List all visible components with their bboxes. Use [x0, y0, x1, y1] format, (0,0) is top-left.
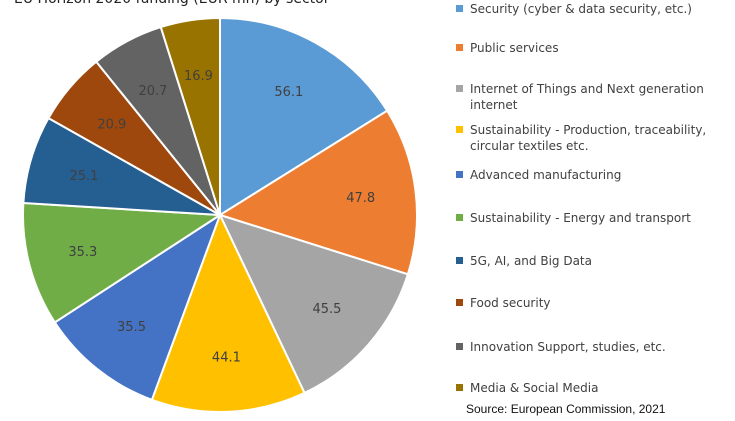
- legend-label-food-security: Food security: [470, 296, 551, 310]
- legend-item-advanced-manufacturing: Advanced manufacturing: [456, 167, 735, 183]
- pie-slice-internet-of-things-and-next-generation-internet: [218, 213, 410, 395]
- data-label-sustainability-production-traceability-circular-textiles-etc: 44.1: [212, 351, 241, 366]
- legend-label-innovation-support-studies-etc: Innovation Support, studies, etc.: [470, 340, 666, 354]
- legend-label-sustainability-energy-and-transport: Sustainability - Energy and transport: [470, 211, 691, 225]
- pie-slice-advanced-manufacturing: [53, 212, 222, 402]
- source-note: Source: European Commission, 2021: [466, 402, 666, 416]
- legend-item-security-cyber-data-security-etc: Security (cyber & data security, etc.): [456, 1, 735, 17]
- pie-slice-security-cyber-data-security-etc: [219, 16, 389, 217]
- legend-label-sustainability-production-traceability-circular-textiles-etc: Sustainability - Production, traceabilit…: [470, 123, 707, 137]
- data-label-food-security: 20.9: [97, 117, 126, 132]
- pie-slice-sustainability-production-traceability-circular-textiles-etc: [150, 212, 306, 413]
- chart-title: EU Horizon 2020 funding (EUR mn) by sect…: [14, 0, 444, 11]
- data-label-advanced-manufacturing: 35.5: [117, 320, 146, 335]
- legend-label-sustainability-production-traceability-circular-textiles-etc-line2: circular textiles etc.: [470, 139, 589, 153]
- legend-label-public-services: Public services: [470, 41, 559, 55]
- legend-item-internet-of-things-and-next-generation-internet: Internet of Things and Next generation in…: [456, 81, 735, 113]
- data-label-media-social-media: 16.9: [184, 69, 213, 84]
- legend-item-food-security: Food security: [456, 295, 735, 311]
- legend-label-internet-of-things-and-next-generation-internet-line2: internet: [470, 98, 518, 112]
- legend-label-5g-ai-and-big-data: 5G, AI, and Big Data: [470, 254, 592, 268]
- legend-swatch-food-security: [456, 299, 463, 306]
- legend-item-innovation-support-studies-etc: Innovation Support, studies, etc.: [456, 339, 735, 355]
- pie-slice-public-services: [217, 109, 418, 276]
- legend-swatch-internet-of-things-and-next-generation-internet: [456, 85, 463, 92]
- legend-label-media-social-media: Media & Social Media: [470, 381, 599, 395]
- data-label-5g-ai-and-big-data: 25.1: [70, 169, 99, 184]
- legend-label-security-cyber-data-security-etc: Security (cyber & data security, etc.): [470, 2, 692, 16]
- data-label-security-cyber-data-security-etc: 56.1: [274, 85, 303, 100]
- pie-slice-media-social-media: [159, 16, 221, 216]
- pie-chart: 56.1 47.8 45.5 44.1 35.5 35.3 25.1 20.9 20.7 16.9: [22, 16, 418, 413]
- legend-swatch-media-social-media: [456, 384, 463, 391]
- legend-swatch-public-services: [456, 44, 463, 51]
- legend-item-sustainability-production-traceability-circular-textiles-etc: Sustainability - Production, traceabilit…: [456, 122, 735, 154]
- legend-swatch-advanced-manufacturing: [456, 171, 463, 178]
- legend-swatch-5g-ai-and-big-data: [456, 257, 463, 264]
- data-label-innovation-support-studies-etc: 20.7: [139, 84, 168, 99]
- legend-item-public-services: Public services: [456, 40, 735, 56]
- legend-swatch-innovation-support-studies-etc: [456, 343, 463, 350]
- legend-swatch-sustainability-energy-and-transport: [456, 214, 463, 221]
- legend-item-media-social-media: Media & Social Media: [456, 380, 735, 396]
- data-label-internet-of-things-and-next-generation-internet: 45.5: [312, 302, 341, 317]
- legend-item-5g-ai-and-big-data: 5G, AI, and Big Data: [456, 253, 735, 269]
- pie-slice-sustainability-energy-and-transport: [22, 201, 224, 324]
- legend-label-advanced-manufacturing: Advanced manufacturing: [470, 168, 622, 182]
- data-label-public-services: 47.8: [346, 191, 375, 206]
- legend-swatch-security-cyber-data-security-etc: [456, 5, 463, 12]
- legend-label-internet-of-things-and-next-generation-internet: Internet of Things and Next generation: [470, 82, 704, 96]
- data-label-sustainability-energy-and-transport: 35.3: [68, 245, 97, 260]
- legend-item-sustainability-energy-and-transport: Sustainability - Energy and transport: [456, 210, 735, 226]
- legend-swatch-sustainability-production-traceability-circular-textiles-etc: [456, 126, 463, 133]
